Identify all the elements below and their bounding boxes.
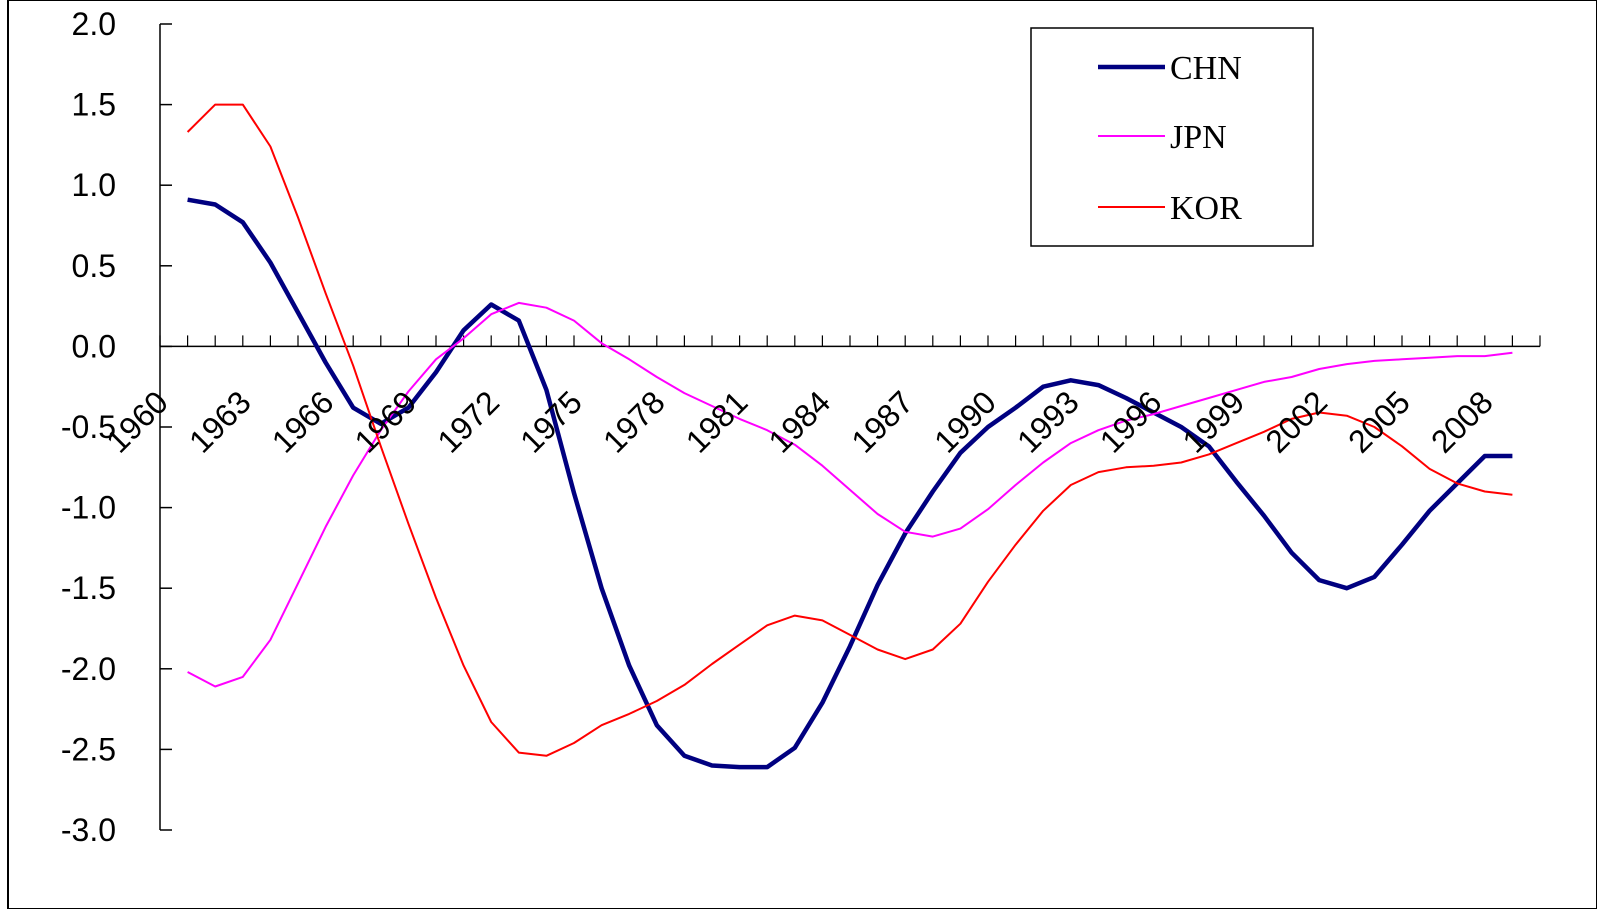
y-tick-label: -0.5	[61, 409, 116, 445]
legend-box	[1030, 27, 1314, 247]
y-tick-label: 0.0	[72, 328, 116, 364]
x-axis	[159, 335, 1541, 348]
chart-border	[7, 0, 1597, 909]
series-line-jpn	[187, 301, 1513, 688]
y-tick-label: -1.5	[61, 570, 116, 606]
y-tick-label: 1.5	[72, 87, 116, 123]
y-tick-label: -1.0	[61, 490, 116, 526]
legend-label-jpn: JPN	[1170, 119, 1227, 156]
y-axis: 2.0 1.5 1.0 0.5 0.0 -0.5 -1.0 -1.5 -2.0 -2.5 -3.0	[61, 6, 172, 848]
y-tick-label: 0.5	[72, 248, 116, 284]
series-line-chn	[187, 197, 1513, 770]
y-tick-label: 1.0	[72, 167, 116, 203]
y-tick-label: -3.0	[61, 812, 116, 848]
y-tick-label: -2.5	[61, 731, 116, 767]
y-tick-label: -2.0	[61, 651, 116, 687]
legend-label-chn: CHN	[1170, 50, 1242, 87]
y-tick-label: 2.0	[72, 6, 116, 42]
legend: CHN JPN KOR	[1030, 27, 1314, 247]
series-line-kor	[186, 103, 1513, 757]
legend-label-kor: KOR	[1170, 190, 1242, 227]
series-lines	[186, 103, 1513, 770]
